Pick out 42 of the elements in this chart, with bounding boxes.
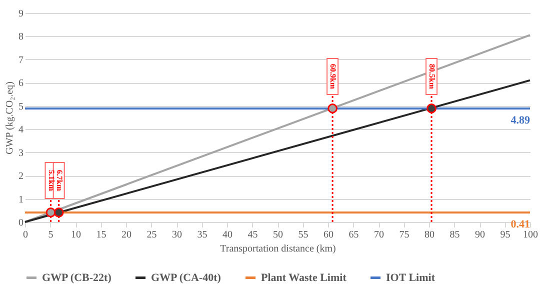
x-tick-label: 35 (197, 230, 208, 240)
legend-label: GWP (CA-40t) (151, 272, 222, 284)
x-tick-label: 60 (324, 230, 334, 240)
x-tick-label: 80 (424, 230, 434, 240)
y-tick-label: 8 (18, 32, 24, 43)
y-tick-label: 0 (18, 218, 24, 228)
x-tick-label: 40 (222, 230, 232, 240)
x-tick-label: 30 (172, 230, 182, 240)
x-tick-label: 85 (450, 230, 460, 240)
x-tick-label: 15 (96, 230, 106, 240)
x-axis-title: Transportation distance (km) (220, 244, 336, 254)
y-tick-label: 3 (18, 148, 24, 159)
y-tick-label: 6 (18, 78, 24, 90)
y-tick-label: 1 (18, 194, 24, 206)
y-tick-label: 7 (18, 54, 24, 66)
y-tick-label: 5 (18, 101, 24, 112)
legend-label: Plant Waste Limit (261, 272, 347, 284)
annotation: 6.7km (54, 170, 64, 192)
y-tick-label: 9 (18, 8, 24, 20)
annotation: 60.9km (328, 64, 338, 90)
annotation: 5.1km (46, 170, 56, 192)
x-tick-label: 70 (374, 230, 384, 240)
x-tick-label: 95 (500, 230, 510, 240)
data-label: 0.41 (510, 218, 530, 230)
y-tick-label: 2 (18, 171, 24, 182)
x-tick-label: 100 (523, 230, 538, 240)
x-tick-label: 20 (122, 230, 132, 240)
legend-label: GWP (CB-22t) (42, 272, 112, 284)
x-tick-label: 65 (348, 230, 359, 240)
x-tick-label: 25 (146, 230, 157, 240)
x-tick-label: 5 (48, 230, 54, 240)
x-tick-label: 10 (71, 230, 81, 240)
y-axis-title: GWP (kg.CO₂.eq) (4, 82, 16, 154)
x-tick-label: 75 (399, 230, 410, 240)
x-tick-label: 90 (475, 230, 485, 240)
x-tick-label: 50 (273, 230, 283, 240)
data-label: 4.89 (510, 114, 530, 126)
legend-label: IOT Limit (386, 272, 436, 284)
x-tick-label: 55 (298, 230, 308, 240)
y-tick-label: 4 (18, 124, 24, 136)
annotation: 80.5km (428, 64, 437, 90)
x-tick-label: 45 (248, 230, 258, 240)
